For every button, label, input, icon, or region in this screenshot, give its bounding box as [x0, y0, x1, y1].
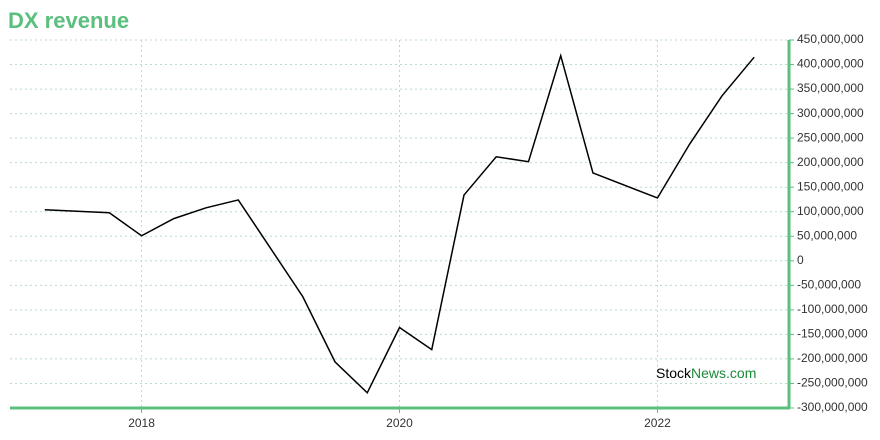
line [44, 53, 755, 395]
y-tick-label: 300,000,000 [797, 106, 864, 120]
y-tick-label: 250,000,000 [797, 130, 864, 144]
y-tick-label: 50,000,000 [797, 228, 857, 242]
y-tick-label: -300,000,000 [797, 400, 868, 414]
y-tick-label: 350,000,000 [797, 81, 864, 95]
x-tick-label: 2020 [386, 416, 413, 430]
y-tick-label: 200,000,000 [797, 155, 864, 169]
chart-title: DX revenue [8, 8, 129, 33]
y-tick-label: 0 [797, 253, 804, 267]
y-tick-label: -200,000,000 [797, 351, 868, 365]
y-tick-label: 100,000,000 [797, 204, 864, 218]
watermark: StockNews.com [656, 365, 756, 381]
y-tick-label: 150,000,000 [797, 179, 864, 193]
x-tick-label: 2018 [128, 416, 155, 430]
y-tick-label: 450,000,000 [797, 32, 864, 46]
x-tick-label: 2022 [644, 416, 671, 430]
y-tick-label: -100,000,000 [797, 302, 868, 316]
y-tick-label: -250,000,000 [797, 376, 868, 390]
y-tick-label: 400,000,000 [797, 57, 864, 71]
y-tick-label: -150,000,000 [797, 327, 868, 341]
watermark-part: Stock [656, 365, 692, 381]
y-tick-label: -50,000,000 [797, 278, 861, 292]
watermark-part: News.com [691, 365, 756, 381]
